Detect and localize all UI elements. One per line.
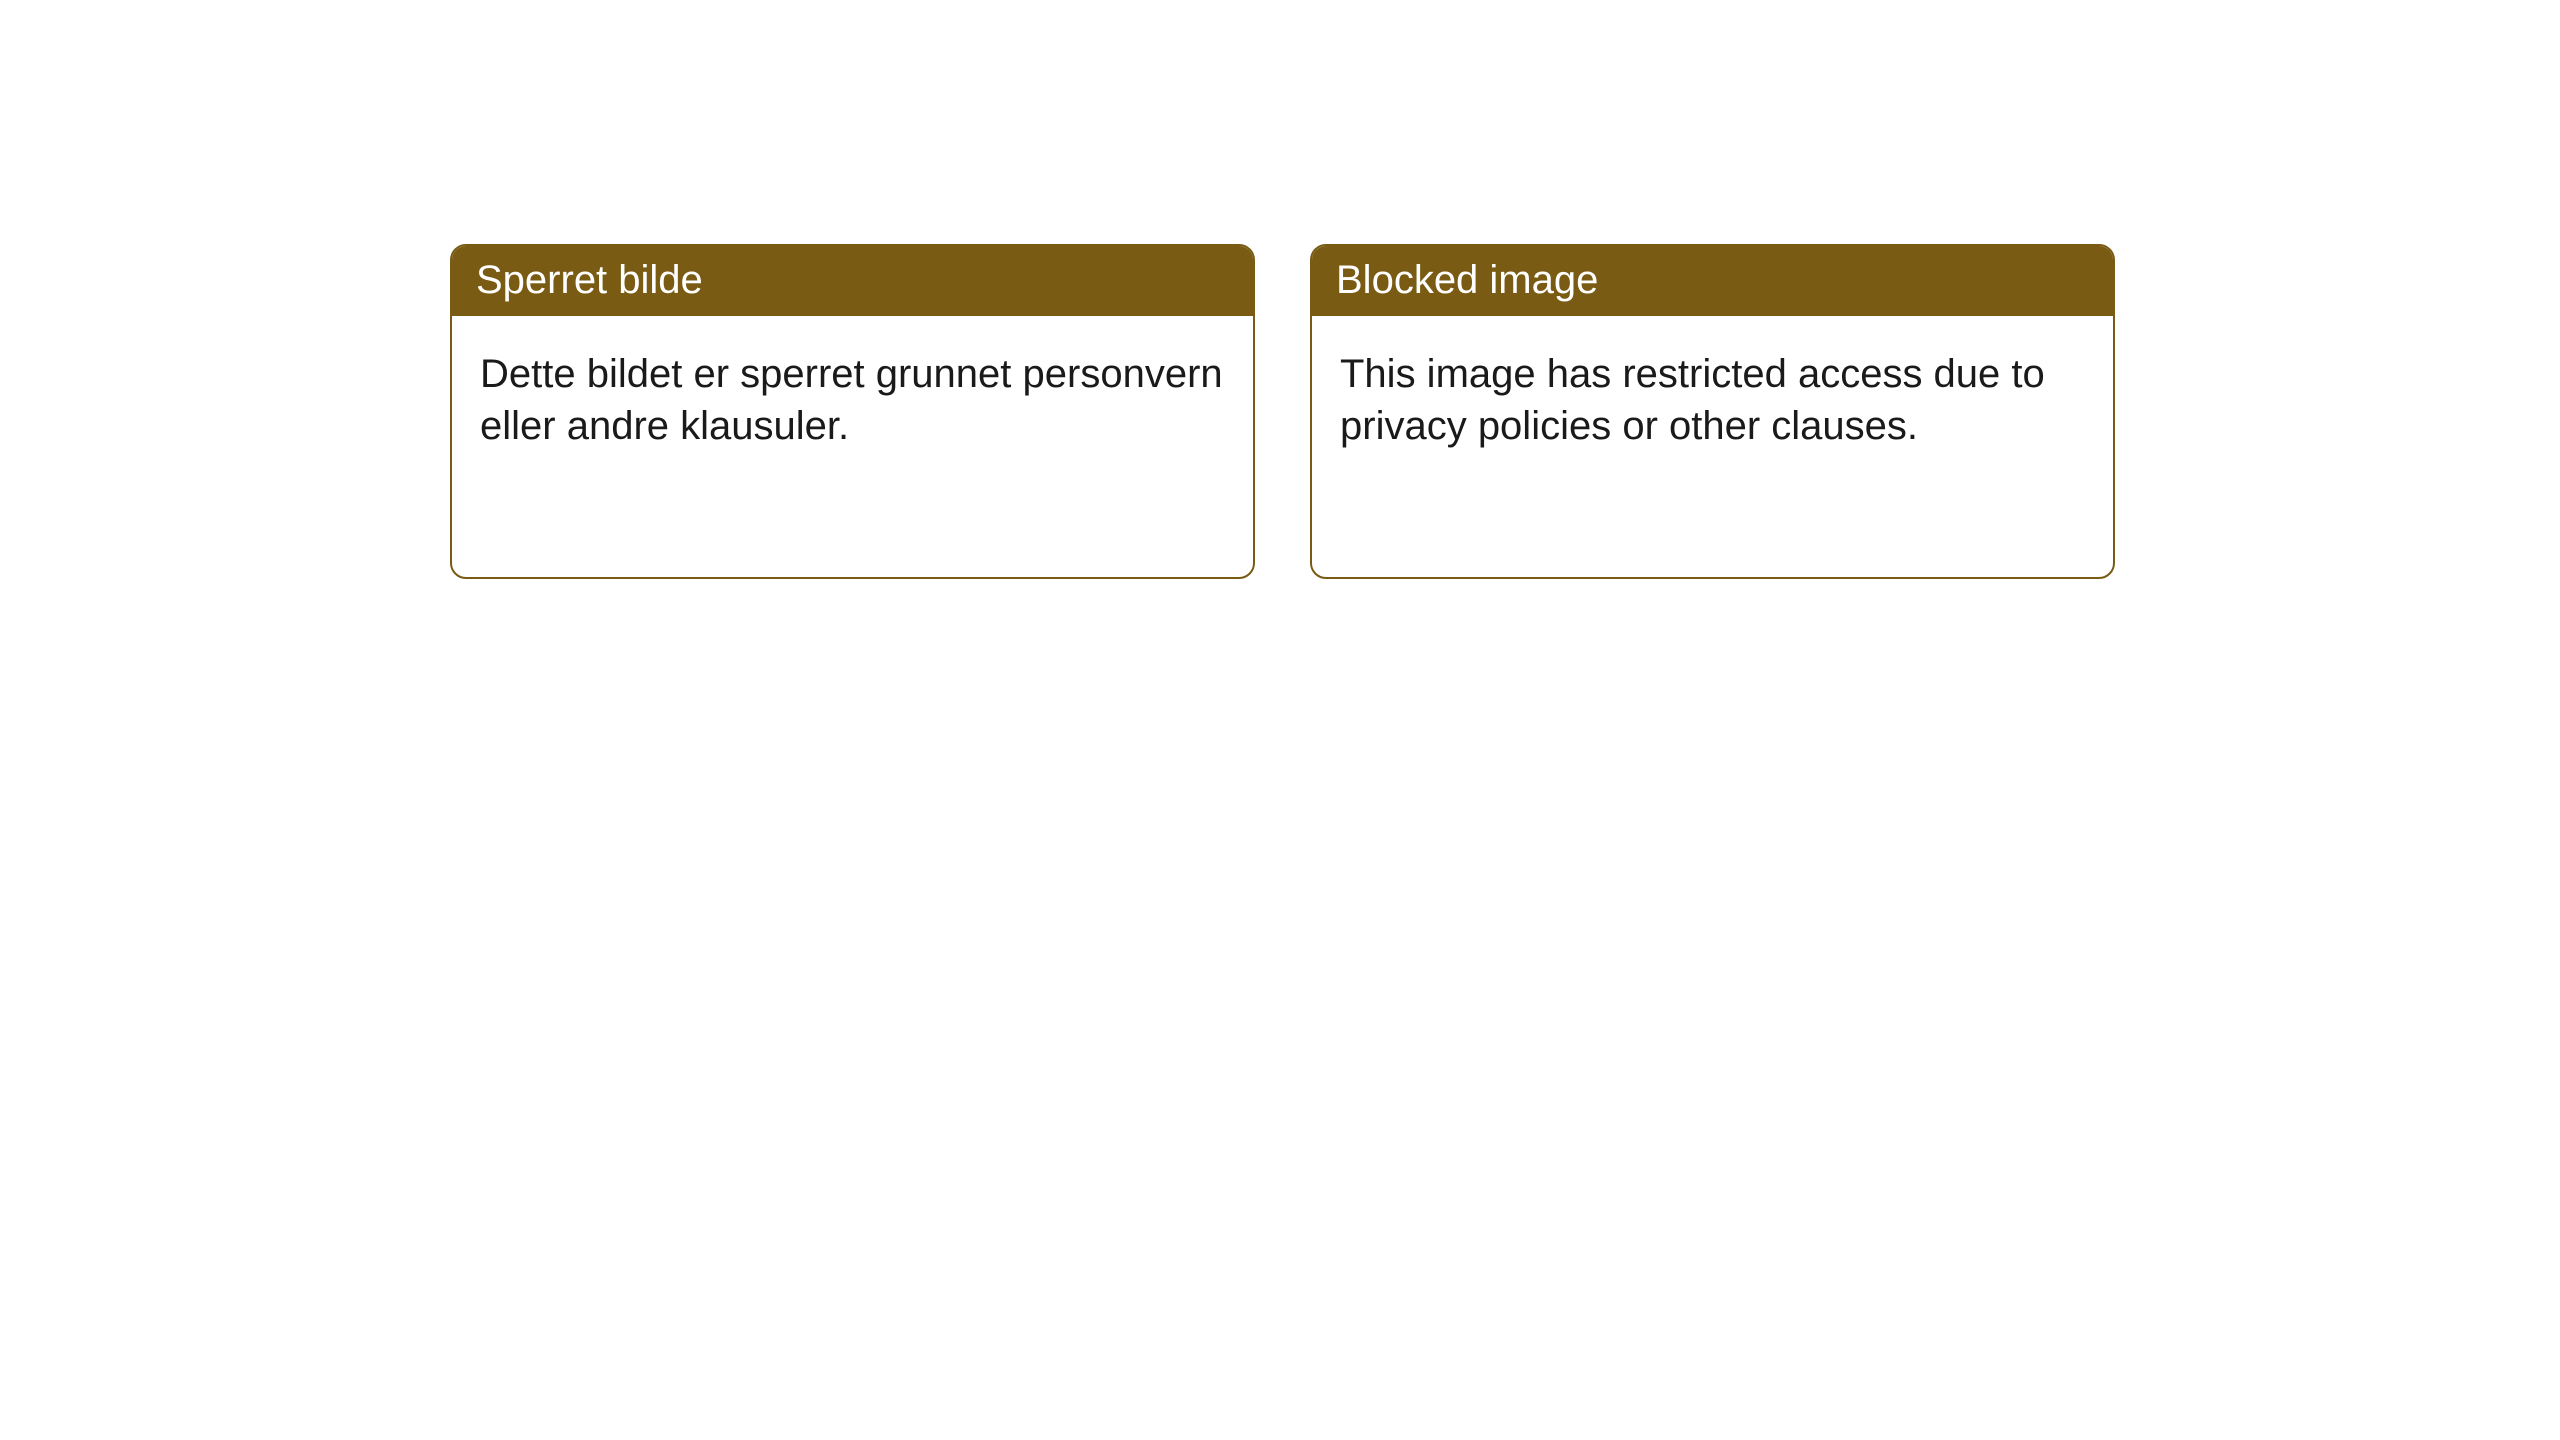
notice-card-title: Sperret bilde (452, 246, 1253, 316)
notice-card-body: This image has restricted access due to … (1312, 316, 2113, 484)
notice-cards-container: Sperret bilde Dette bildet er sperret gr… (450, 244, 2115, 579)
notice-card-title: Blocked image (1312, 246, 2113, 316)
notice-card-norwegian: Sperret bilde Dette bildet er sperret gr… (450, 244, 1255, 579)
notice-card-body: Dette bildet er sperret grunnet personve… (452, 316, 1253, 484)
notice-card-english: Blocked image This image has restricted … (1310, 244, 2115, 579)
